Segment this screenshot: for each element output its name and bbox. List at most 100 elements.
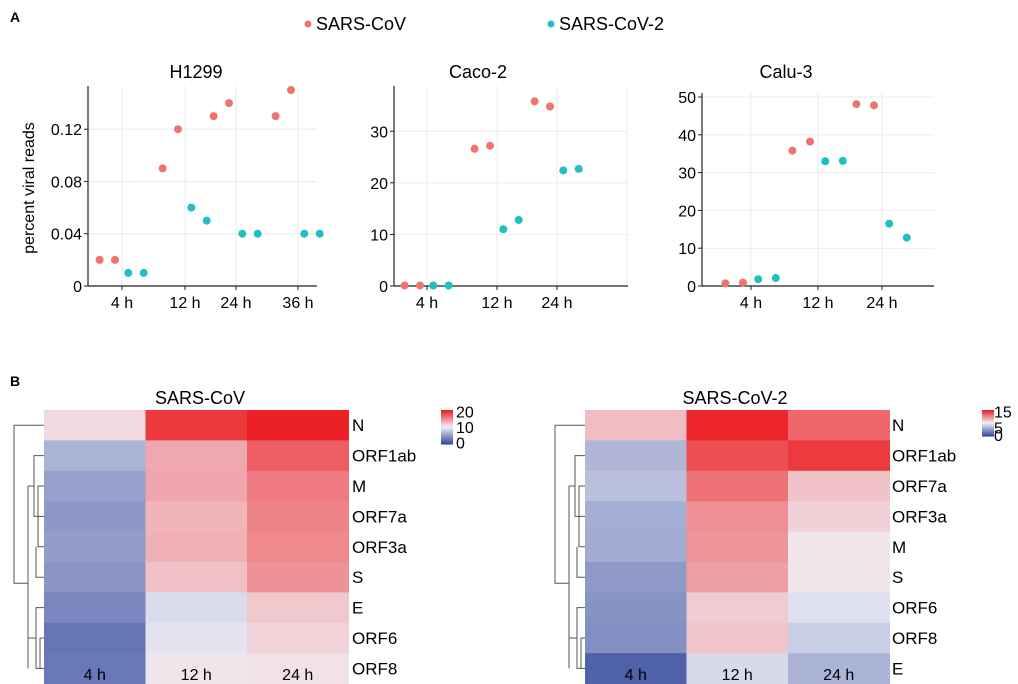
heatmap-row-label: ORF3a xyxy=(892,507,947,526)
heatmap-cell xyxy=(247,471,349,502)
x-tick-label: 12 h xyxy=(169,295,200,312)
heatmap-cell xyxy=(146,592,248,623)
x-tick-label: 36 h xyxy=(282,295,313,312)
heatmap-cell xyxy=(44,440,146,471)
data-point-sars-cov xyxy=(546,103,554,111)
colorbar-tick-label: 15 xyxy=(994,405,1012,422)
data-point-sars-cov-2 xyxy=(499,225,507,233)
dendrogram-branches xyxy=(555,425,585,668)
data-point-sars-cov xyxy=(111,256,119,264)
data-point-sars-cov-2 xyxy=(885,220,893,228)
heatmap-cell xyxy=(585,410,687,441)
heatmap-row-label: ORF8 xyxy=(352,659,397,678)
heatmap-cell xyxy=(44,562,146,593)
x-tick-label: 4 h xyxy=(416,295,438,312)
scatter-chart-caco-2: 0 10 20 30 4 h 12 h 24 h Caco-2 xyxy=(370,62,628,312)
x-tick-label: 12 h xyxy=(481,295,512,312)
heatmap-cell xyxy=(44,410,146,441)
data-point-sars-cov-2 xyxy=(238,230,246,238)
data-point-sars-cov xyxy=(174,125,182,133)
heatmap-cell xyxy=(585,532,687,563)
heatmap-title: SARS-CoV xyxy=(155,388,245,408)
data-point-sars-cov xyxy=(806,138,814,146)
colorbar-segment xyxy=(441,443,453,445)
heatmap-row-label: ORF7a xyxy=(892,477,947,496)
heatmap-cell xyxy=(146,532,248,563)
heatmap-cell xyxy=(788,623,890,654)
y-tick-label: 30 xyxy=(370,124,388,141)
panel-b-label: B xyxy=(10,373,20,389)
heatmap-col-label: 12 h xyxy=(722,667,753,684)
data-point-sars-cov xyxy=(225,99,233,107)
dendrogram xyxy=(14,425,44,668)
data-point-sars-cov-2 xyxy=(187,204,195,212)
heatmap-cell xyxy=(687,410,789,441)
heatmap-row-label: N xyxy=(892,416,904,435)
data-point-sars-cov xyxy=(486,142,494,150)
data-point-sars-cov xyxy=(159,164,167,172)
data-point-sars-cov-2 xyxy=(203,217,211,225)
heatmap-cell xyxy=(44,471,146,502)
scatter-chart-h1299: 0 0.04 0.08 0.12 4 h 12 h 24 h 36 h H1299 percent… xyxy=(21,62,324,312)
heatmap-title: SARS-CoV-2 xyxy=(682,388,787,408)
data-point-sars-cov-2 xyxy=(515,216,523,224)
y-tick-label: 40 xyxy=(678,128,696,145)
y-tick-label: 10 xyxy=(370,227,388,244)
heatmap-cell xyxy=(788,501,890,532)
data-point-sars-cov xyxy=(739,279,747,287)
x-tick-label: 24 h xyxy=(541,295,572,312)
heatmap-cell xyxy=(687,440,789,471)
chart-title-calu-3: Calu-3 xyxy=(759,62,812,82)
data-point-sars-cov xyxy=(531,97,539,105)
heatmap-row-label: M xyxy=(892,538,906,557)
y-tick-label: 0 xyxy=(687,279,696,296)
data-point-sars-cov xyxy=(96,256,104,264)
heatmap-cell xyxy=(788,410,890,441)
heatmap-cell xyxy=(585,592,687,623)
heatmap-cell xyxy=(146,410,248,441)
heatmap-cell xyxy=(247,532,349,563)
y-axis-label: percent viral reads xyxy=(21,122,38,254)
x-tick-label: 4 h xyxy=(111,295,133,312)
data-point-sars-cov-2 xyxy=(903,234,911,242)
heatmap-cell xyxy=(146,562,248,593)
heatmap-row-label: S xyxy=(352,568,363,587)
heatmap-cell xyxy=(788,592,890,623)
heatmap-col-label: 24 h xyxy=(823,667,854,684)
heatmap-col-label: 4 h xyxy=(84,667,106,684)
heatmap-cell xyxy=(146,501,248,532)
data-point-sars-cov-2 xyxy=(559,166,567,174)
heatmap-row-label: E xyxy=(892,659,903,678)
data-point-sars-cov-2 xyxy=(300,230,308,238)
y-tick-label: 30 xyxy=(678,166,696,183)
heatmap-cell xyxy=(146,471,248,502)
heatmap-cell xyxy=(247,501,349,532)
y-tick-label: 20 xyxy=(678,203,696,220)
data-point-sars-cov-2 xyxy=(445,281,453,289)
colorbar-tick-label: 10 xyxy=(456,420,474,437)
x-tick-label: 4 h xyxy=(740,295,762,312)
data-point-sars-cov-2 xyxy=(772,274,780,282)
heatmap-row-label: ORF7a xyxy=(352,507,407,526)
data-point-sars-cov xyxy=(870,101,878,109)
heatmap-cell xyxy=(687,562,789,593)
data-point-sars-cov-2 xyxy=(839,157,847,165)
heatmap-cell xyxy=(687,623,789,654)
heatmap-cell xyxy=(247,562,349,593)
data-point-sars-cov xyxy=(852,100,860,108)
heatmap-col-label: 12 h xyxy=(181,667,212,684)
legend-marker-sars-cov xyxy=(305,21,312,28)
heatmap-cell xyxy=(146,440,248,471)
chart-title-h1299: H1299 xyxy=(169,62,222,82)
heatmap-cell xyxy=(788,532,890,563)
heatmap-row-label: E xyxy=(352,599,363,618)
heatmap-row-label: ORF6 xyxy=(892,599,937,618)
y-tick-label: 0 xyxy=(73,279,82,296)
heatmap-cell xyxy=(585,623,687,654)
colorbar-tick-label: 5 xyxy=(994,420,1003,437)
x-tick-label: 12 h xyxy=(802,295,833,312)
heatmap-row-label: N xyxy=(352,416,364,435)
heatmap-cell xyxy=(585,562,687,593)
heatmap-cell xyxy=(788,562,890,593)
heatmap-row-label: ORF1ab xyxy=(352,447,416,466)
